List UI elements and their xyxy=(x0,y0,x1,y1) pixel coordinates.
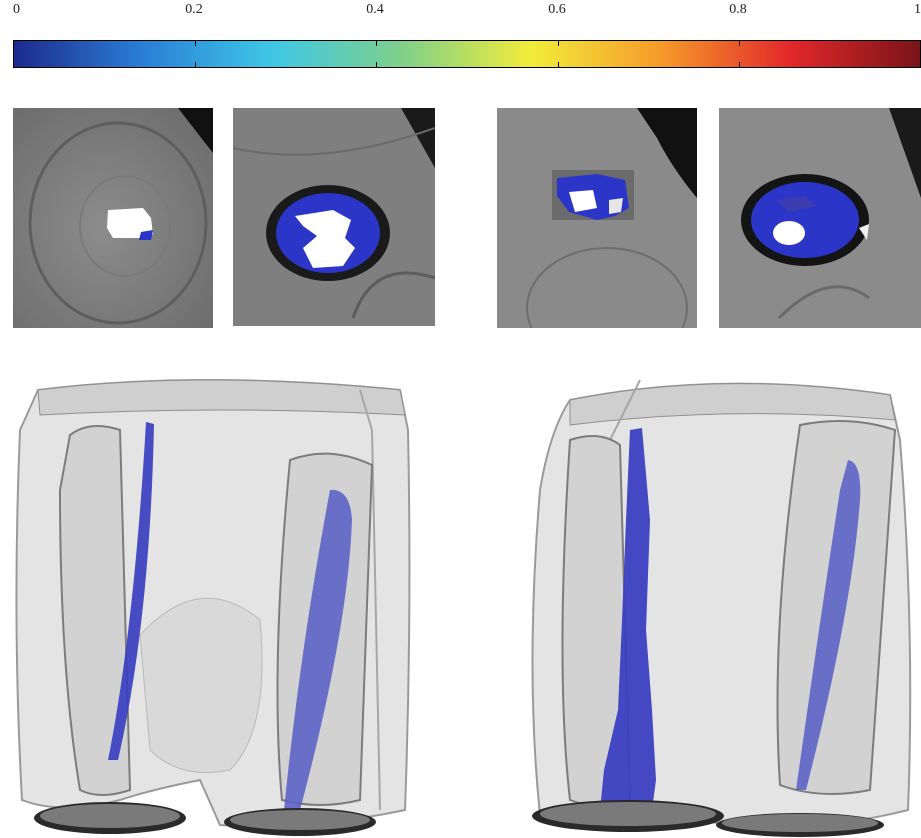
fat-signal-right-femur xyxy=(284,489,352,810)
left-femur xyxy=(561,435,632,806)
fat-overlay xyxy=(751,182,859,258)
fat-overlay xyxy=(139,230,153,240)
colorbar-tick-label-0.8: 0.8 xyxy=(729,2,747,17)
marrow-region xyxy=(295,210,355,268)
colorbar-tick-label-0.4: 0.4 xyxy=(366,2,384,17)
mri-slice-4 xyxy=(719,108,921,328)
mri-slice-1 xyxy=(13,108,213,328)
render-3d-left xyxy=(0,370,420,838)
marrow-region xyxy=(107,208,153,238)
colorbar-tick-mark xyxy=(739,62,740,67)
mri-slice-2 xyxy=(233,108,435,326)
colorbar-tick-label-0.6: 0.6 xyxy=(548,2,566,17)
colorbar-tick-mark xyxy=(195,41,196,46)
fat-signal-right-femur xyxy=(796,460,861,790)
colorbar-tick-label-0.2: 0.2 xyxy=(185,2,203,17)
colorbar-tick-mark xyxy=(195,62,196,67)
mri-slice-3 xyxy=(497,108,697,328)
colorbar-tick-mark xyxy=(376,41,377,46)
fat-signal-left-femur xyxy=(600,428,656,810)
colorbar-tick-mark xyxy=(558,62,559,67)
colorbar-tick-mark xyxy=(558,41,559,46)
colorbar-tick-label-1: 1 xyxy=(914,2,921,17)
render-3d-right xyxy=(500,370,921,838)
left-femur xyxy=(58,425,132,796)
colorbar xyxy=(13,40,921,68)
marrow-region xyxy=(569,190,597,212)
colorbar-tick-label-0: 0 xyxy=(13,2,20,17)
fat-signal-left-femur xyxy=(108,422,154,760)
marrow-region xyxy=(773,221,805,245)
colorbar-tick-mark xyxy=(376,62,377,67)
colorbar-tick-mark xyxy=(739,41,740,46)
